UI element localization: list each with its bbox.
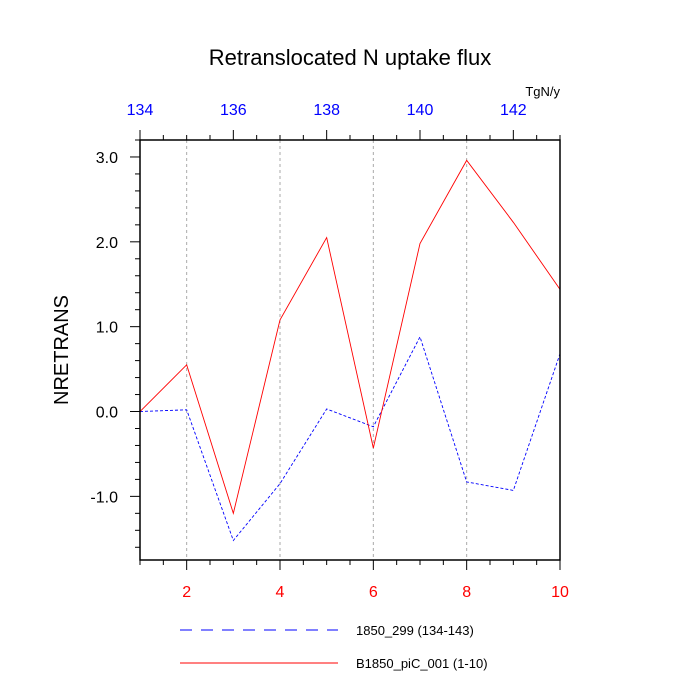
chart-title: Retranslocated N uptake flux [209, 45, 492, 70]
y-tick-label: 0.0 [96, 405, 118, 422]
x-bottom-tick-label: 6 [369, 584, 378, 601]
x-bottom-tick-label: 8 [462, 584, 471, 601]
y-axis-label: NRETRANS [51, 295, 73, 405]
series-lines [139, 159, 561, 542]
x-top-tick-label: 140 [407, 102, 434, 119]
y-tick-label: -1.0 [90, 489, 118, 506]
y-tick-label: 3.0 [96, 150, 118, 167]
plot-frame [139, 139, 561, 561]
series-line-1 [139, 159, 561, 516]
x-top-tick-label: 138 [313, 102, 340, 119]
x-top-tick-label: 142 [500, 102, 527, 119]
legend: 1850_299 (134-143) B1850_piC_001 (1-10) [180, 623, 488, 671]
legend-label-0: 1850_299 (134-143) [356, 623, 474, 638]
series-line-0 [139, 335, 561, 542]
y-tick-label: 2.0 [96, 235, 118, 252]
x-bottom-tick-label: 4 [276, 584, 285, 601]
x-top-tick-label: 136 [220, 102, 247, 119]
y-tick-label: 1.0 [96, 320, 118, 337]
x-bottom-tick-label: 10 [551, 584, 569, 601]
units-label: TgN/y [525, 84, 560, 99]
legend-label-1: B1850_piC_001 (1-10) [356, 656, 488, 671]
axes: -1.0 0.0 1.0 2.0 3.0 2 4 6 8 10 134 136 138 140 142 [90, 102, 569, 601]
x-top-tick-label: 134 [127, 102, 154, 119]
x-bottom-tick-label: 2 [182, 584, 191, 601]
grid-lines [186, 140, 468, 560]
